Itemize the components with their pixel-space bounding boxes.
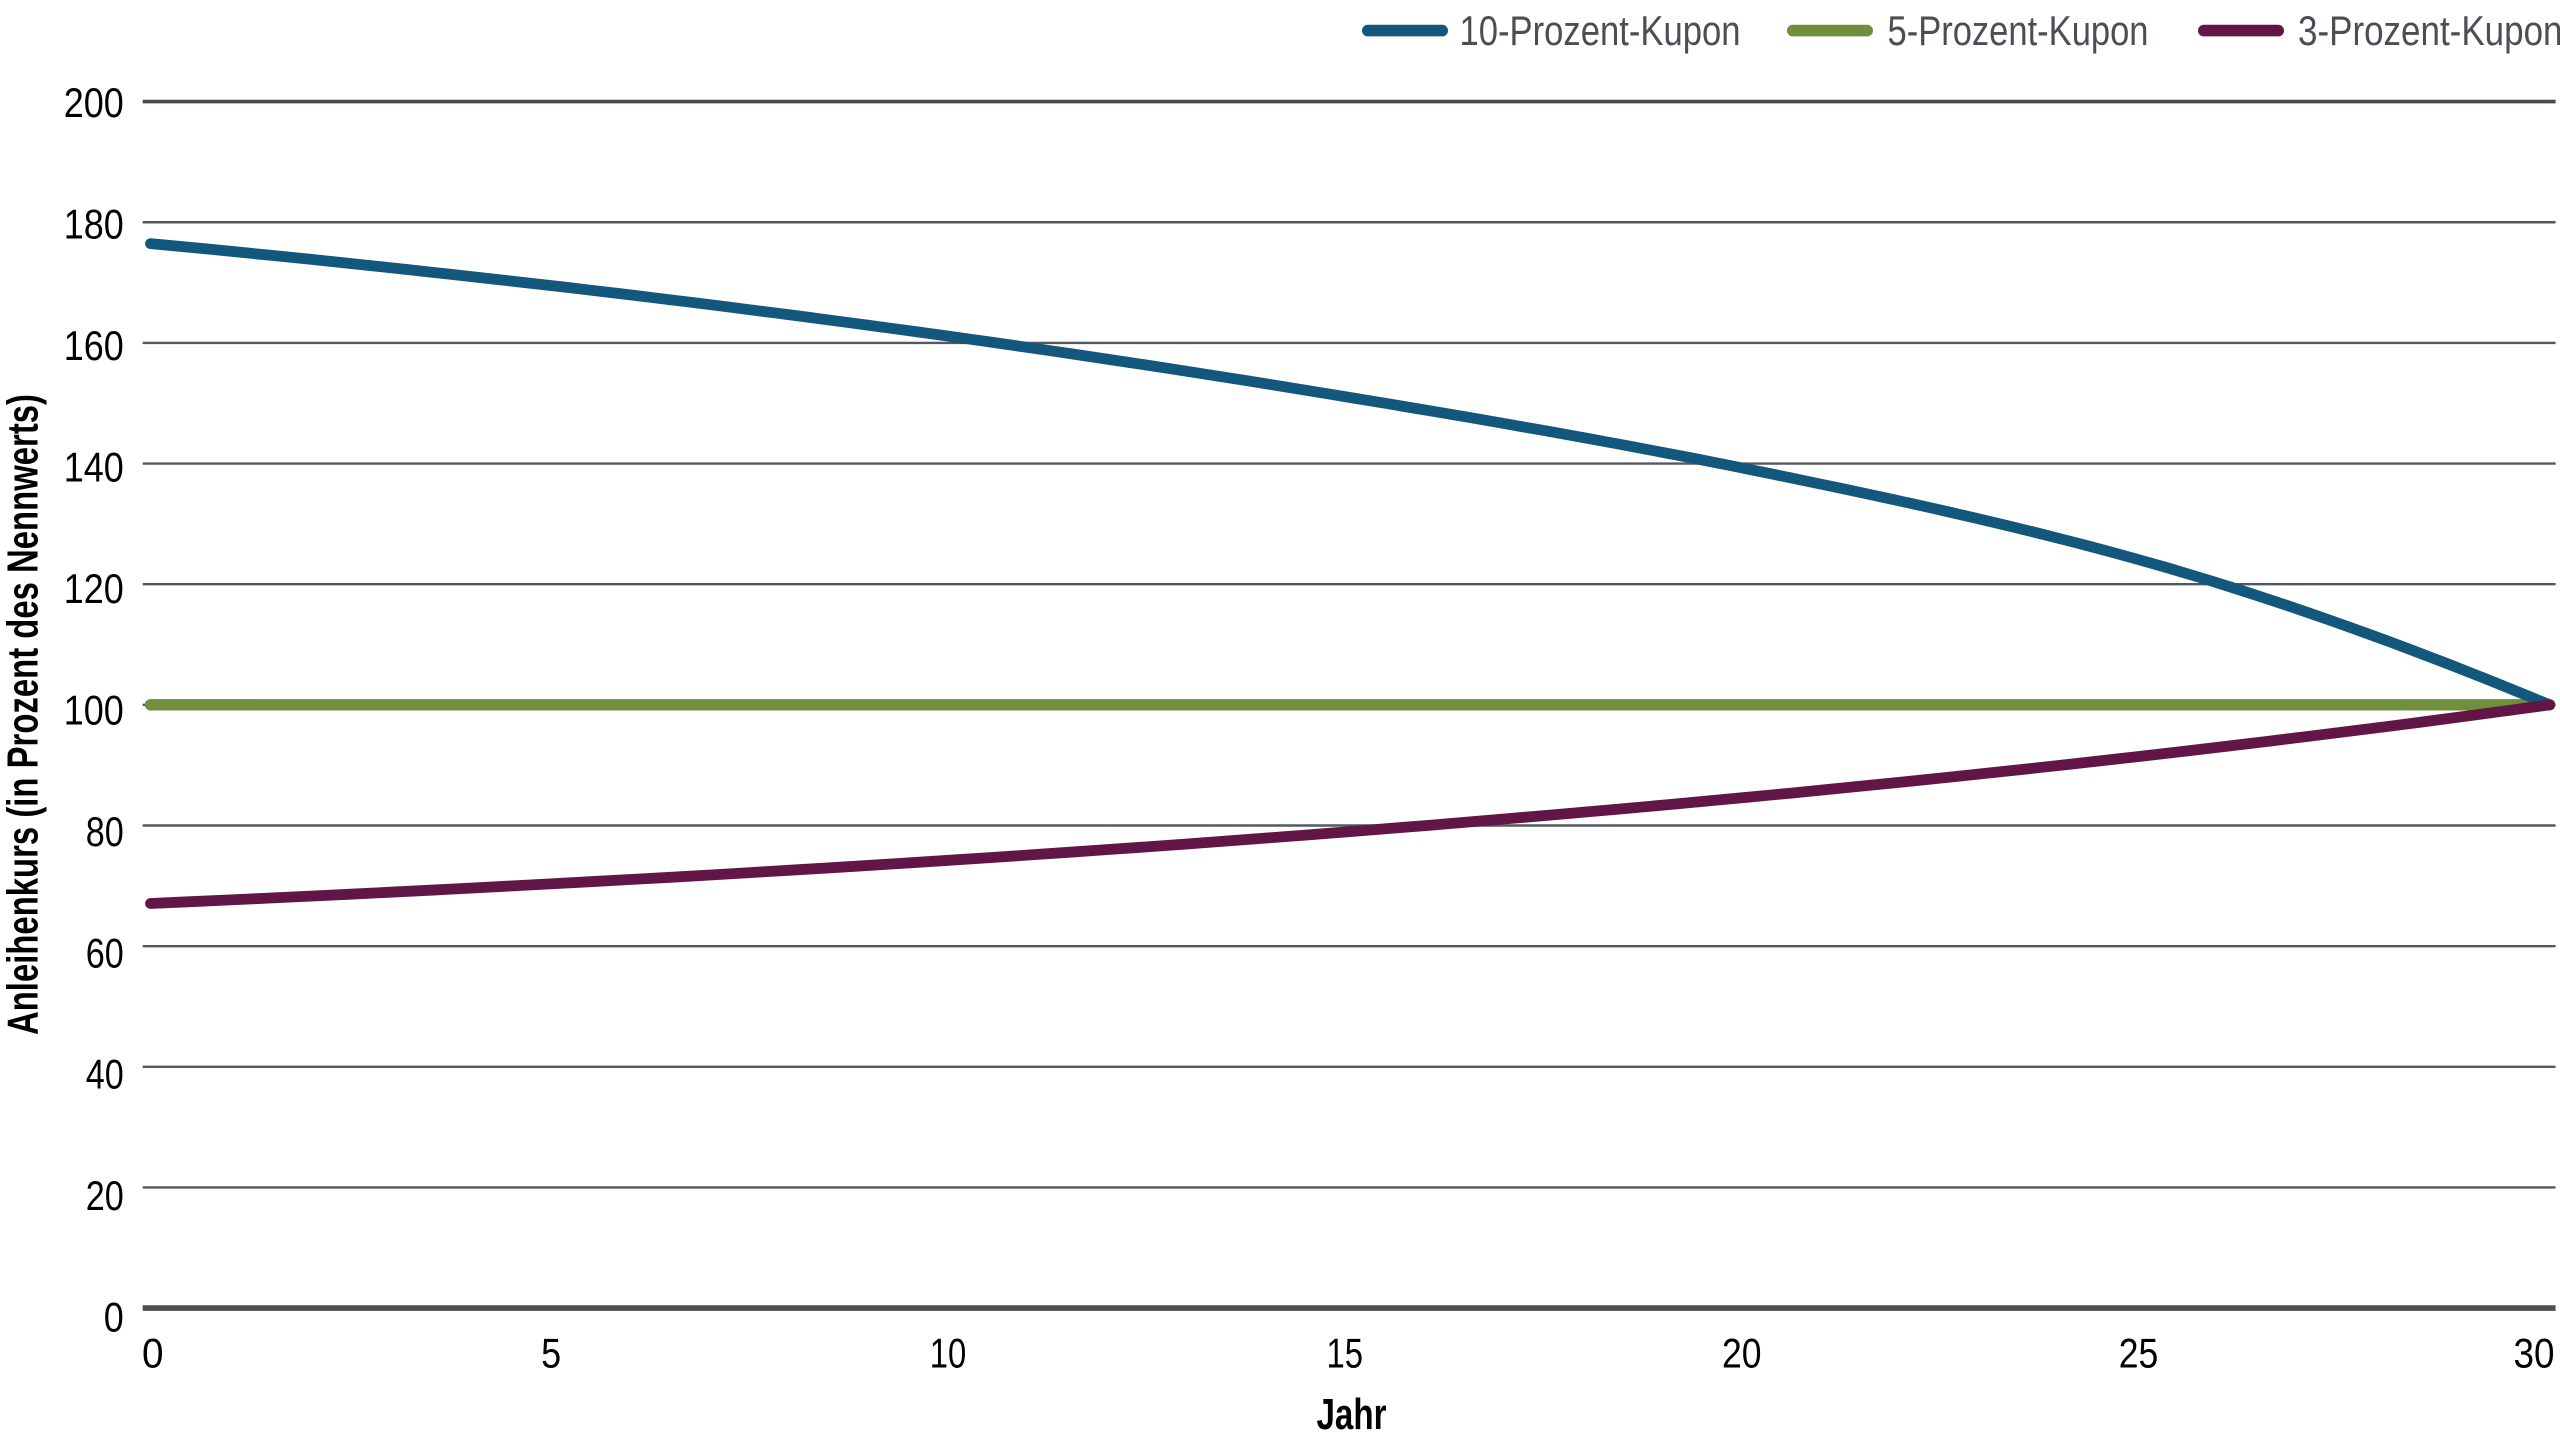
svg-text:10: 10 <box>930 1329 967 1376</box>
svg-text:0: 0 <box>104 1294 124 1341</box>
svg-text:120: 120 <box>64 565 124 612</box>
svg-text:100: 100 <box>64 686 124 733</box>
svg-text:40: 40 <box>86 1051 124 1098</box>
svg-text:200: 200 <box>64 79 124 126</box>
svg-text:5-Prozent-Kupon: 5-Prozent-Kupon <box>1888 7 2149 54</box>
svg-text:Anleihenkurs (in Prozent des N: Anleihenkurs (in Prozent des Nennwerts) <box>0 394 48 1035</box>
svg-text:5: 5 <box>541 1329 561 1376</box>
svg-text:140: 140 <box>64 443 124 490</box>
svg-text:160: 160 <box>64 322 124 369</box>
svg-text:30: 30 <box>2514 1329 2555 1376</box>
svg-text:60: 60 <box>86 929 124 976</box>
svg-text:15: 15 <box>1327 1329 1364 1376</box>
svg-text:20: 20 <box>1722 1329 1762 1376</box>
svg-text:0: 0 <box>142 1329 164 1376</box>
svg-text:3-Prozent-Kupon: 3-Prozent-Kupon <box>2298 7 2560 54</box>
svg-text:10-Prozent-Kupon: 10-Prozent-Kupon <box>1460 7 1741 54</box>
svg-text:80: 80 <box>86 808 124 855</box>
svg-text:180: 180 <box>64 200 124 247</box>
svg-text:25: 25 <box>2119 1329 2159 1376</box>
svg-text:Jahr: Jahr <box>1317 1390 1387 1439</box>
svg-text:20: 20 <box>86 1172 124 1219</box>
